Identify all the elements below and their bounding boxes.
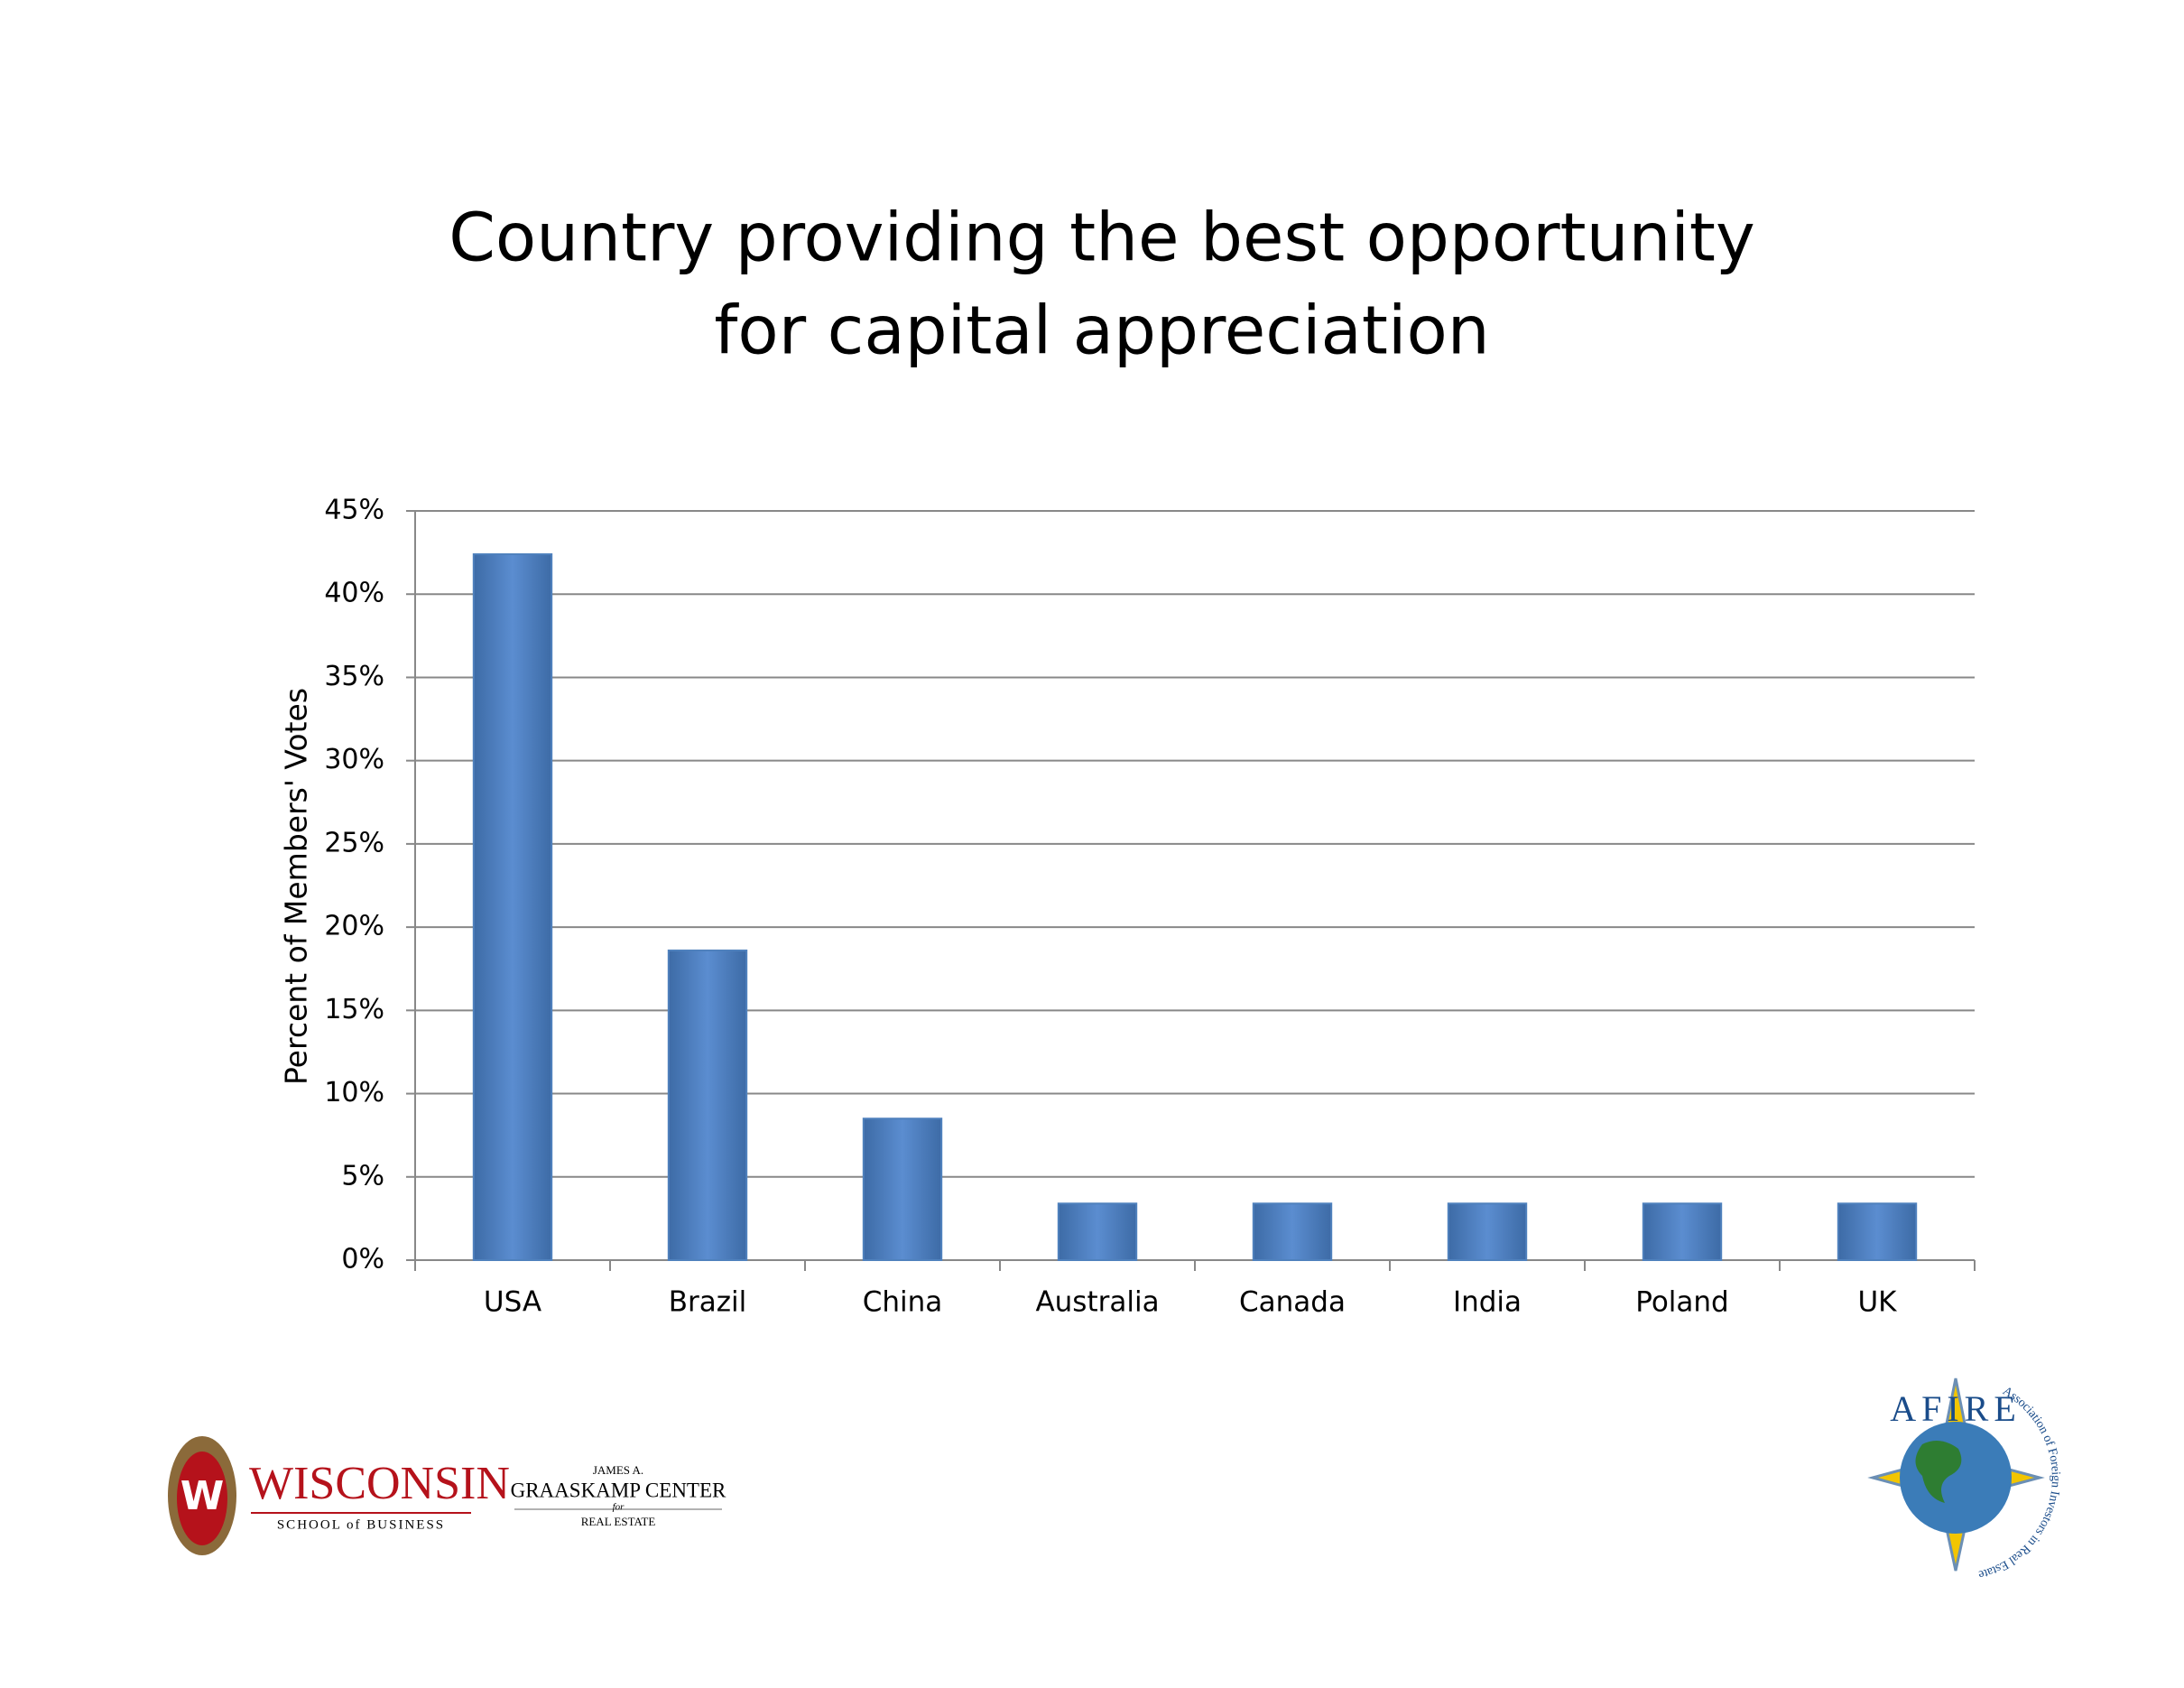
bar <box>1057 1202 1138 1262</box>
y-tick-label: 15% <box>324 994 384 1025</box>
x-tick-label: Brazil <box>669 1286 747 1319</box>
bar <box>1447 1202 1528 1262</box>
x-tick-label: USA <box>484 1286 541 1319</box>
x-tick-label: Australia <box>1035 1286 1159 1319</box>
y-tick-label: 20% <box>324 911 384 942</box>
afire-name: AFIRE <box>1890 1388 2022 1429</box>
crest-w: W <box>180 1473 225 1519</box>
chart-title: for capital appreciation <box>714 292 1489 370</box>
wisconsin-school: SCHOOL of BUSINESS <box>277 1517 445 1532</box>
bar <box>1252 1202 1333 1262</box>
graaskamp-line2: GRAASKAMP CENTER <box>511 1479 726 1501</box>
graaskamp-logo: JAMES A. GRAASKAMP CENTER for REAL ESTAT… <box>511 1463 726 1528</box>
chart-title: Country providing the best opportunity <box>449 199 1754 277</box>
afire-logo: AFIRE Association of Foreign Investors i… <box>1867 1377 2062 1581</box>
y-tick-label: 10% <box>324 1077 384 1108</box>
graaskamp-line1: JAMES A. <box>593 1463 643 1477</box>
y-tick-label: 25% <box>324 827 384 858</box>
wisconsin-logo: W WISCONSIN SCHOOL of BUSINESS <box>168 1436 510 1555</box>
bar <box>862 1118 943 1261</box>
globe <box>1900 1422 2012 1534</box>
bar <box>1837 1202 1918 1262</box>
x-tick-label: China <box>863 1286 943 1319</box>
y-tick-label: 0% <box>341 1244 384 1275</box>
graaskamp-line4: REAL ESTATE <box>581 1515 656 1528</box>
y-axis-title: Percent of Members' Votes <box>279 688 314 1085</box>
x-tick-label: Canada <box>1239 1286 1346 1319</box>
x-tick-label: Poland <box>1635 1286 1729 1319</box>
y-tick-label: 5% <box>341 1160 384 1192</box>
y-tick-label: 40% <box>324 578 384 609</box>
x-tick-label: UK <box>1857 1286 1897 1319</box>
y-tick-label: 35% <box>324 661 384 692</box>
bar <box>667 949 748 1262</box>
x-tick-label: India <box>1453 1286 1522 1319</box>
bar <box>472 552 553 1261</box>
bar <box>1642 1202 1723 1262</box>
crest <box>177 1451 227 1545</box>
y-tick-label: 45% <box>324 495 384 526</box>
wisconsin-name: WISCONSIN <box>249 1458 510 1509</box>
continent <box>1915 1441 1962 1503</box>
y-tick-label: 30% <box>324 744 384 775</box>
graaskamp-line3: for <box>613 1502 625 1513</box>
